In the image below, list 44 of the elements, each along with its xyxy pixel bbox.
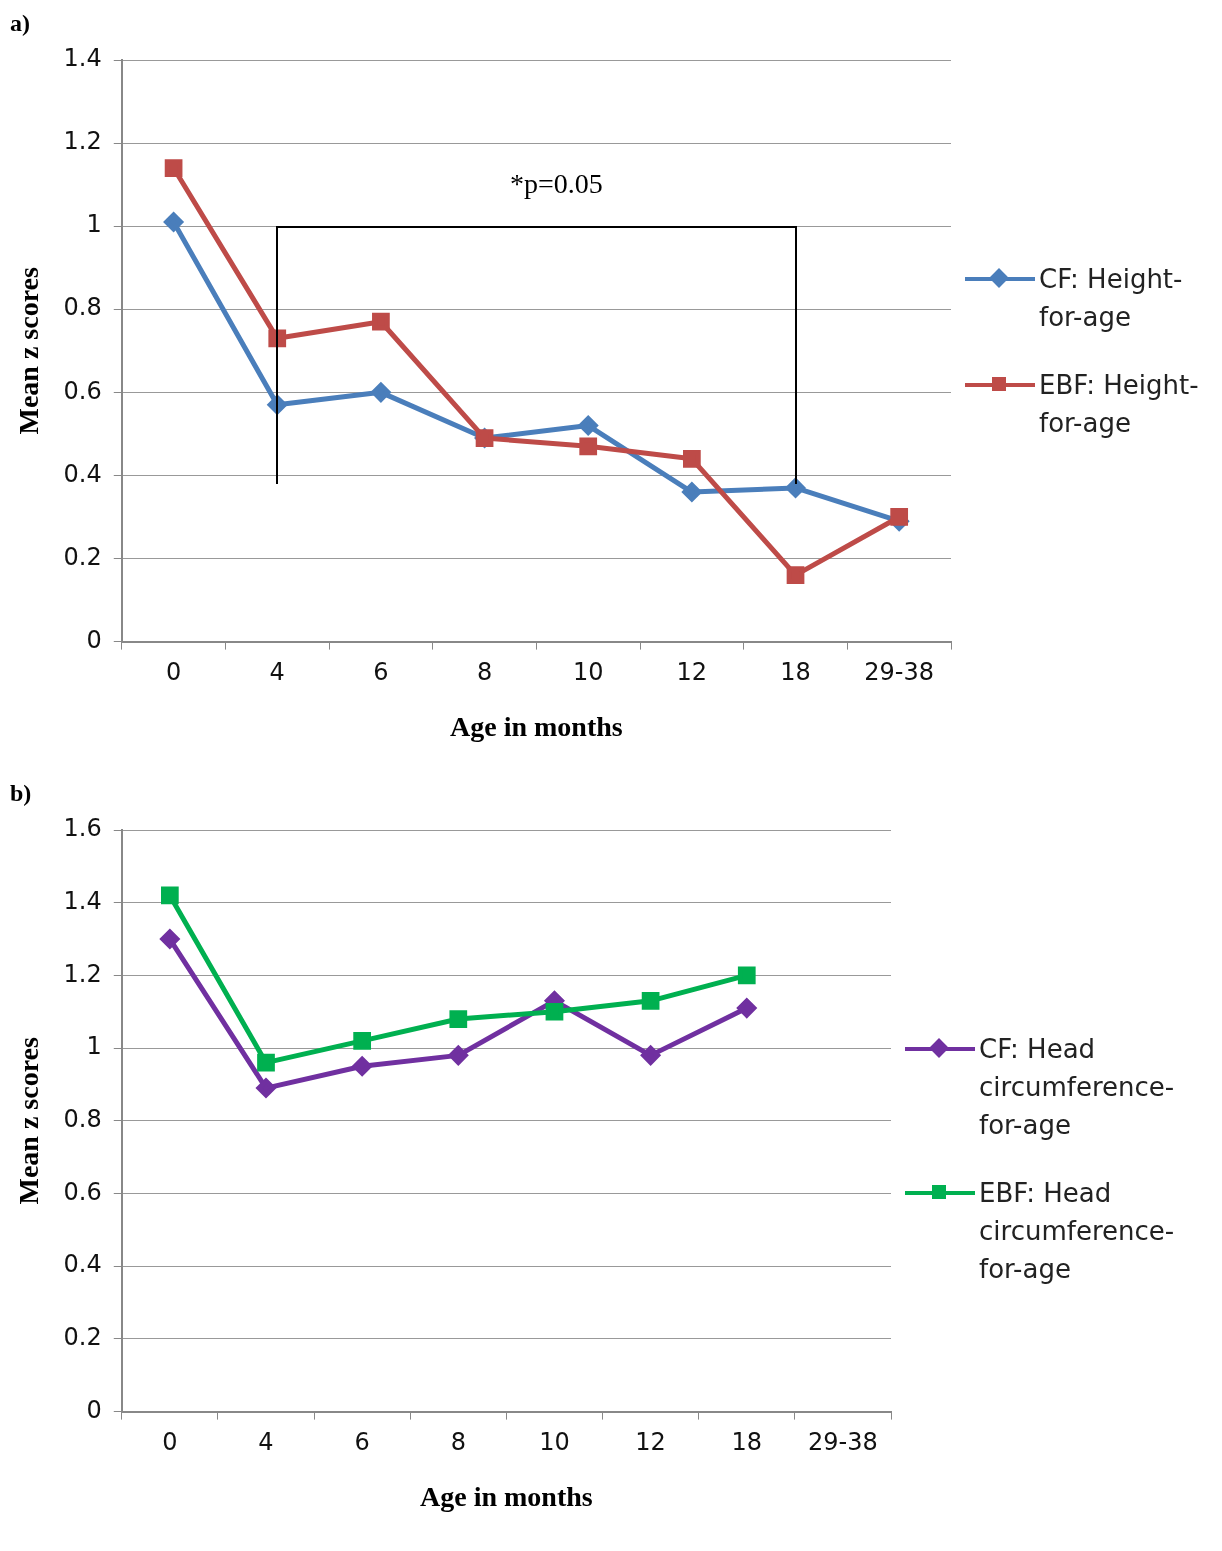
chart-title: a) (10, 10, 30, 37)
legend-label: EBF: Height-for-age (1039, 369, 1200, 440)
y-tick-label: 0.6 (63, 1177, 102, 1206)
y-tick-label: 1.2 (63, 127, 102, 156)
x-tick-label: 10 (572, 658, 604, 687)
x-tick-label: 29-38 (808, 1428, 878, 1457)
legend-label: EBF: Head circumference-for-age (979, 1177, 1175, 1286)
annotation: *p=0.05 (509, 168, 603, 201)
y-tick-label: 1.4 (63, 44, 102, 73)
x-tick-label: 6 (373, 658, 389, 687)
y-tick-label: 0.4 (63, 1250, 102, 1279)
y-tick-label: 0.8 (63, 293, 102, 322)
y-tick-label: 0 (86, 1395, 102, 1424)
y-tick-label: 1 (86, 210, 102, 239)
x-tick-label: 4 (269, 658, 285, 687)
y-tick-label: 0.4 (63, 459, 102, 488)
x-tick-label: 18 (731, 1428, 763, 1457)
x-tick-label: 12 (676, 658, 708, 687)
chart-title: b) (10, 780, 32, 807)
x-tick-label: 8 (476, 658, 493, 687)
x-tick-label: 4 (258, 1428, 274, 1457)
y-tick-label: 0 (86, 625, 102, 654)
y-tick-label: 0.6 (63, 376, 102, 405)
y-tick-label: 0.2 (63, 542, 102, 571)
y-tick-label: 0.2 (63, 1323, 102, 1352)
y-tick-label: 1 (86, 1032, 102, 1061)
x-tick-label: 12 (635, 1428, 666, 1457)
y-tick-label: 1.6 (63, 814, 102, 843)
x-tick-label: 29-38 (864, 658, 935, 687)
x-axis-title: Age in months (450, 711, 623, 743)
x-axis-title: Age in months (420, 1481, 593, 1513)
y-tick-label: 0.8 (63, 1105, 102, 1134)
x-tick-label: 10 (539, 1428, 570, 1457)
x-tick-label: 0 (162, 1428, 178, 1457)
y-tick-label: 1.4 (63, 886, 102, 915)
y-tick-label: 1.2 (63, 959, 102, 988)
legend-label: CF: Head circumference-for-age (979, 1033, 1175, 1142)
x-tick-label: 8 (450, 1428, 466, 1457)
legend-label: CF: Height-for-age (1039, 263, 1184, 334)
y-axis-title: Mean z scores (13, 1036, 45, 1205)
y-axis-title: Mean z scores (13, 266, 45, 435)
x-tick-label: 6 (354, 1428, 370, 1457)
x-tick-label: 18 (780, 658, 811, 687)
x-tick-label: 0 (165, 658, 182, 687)
